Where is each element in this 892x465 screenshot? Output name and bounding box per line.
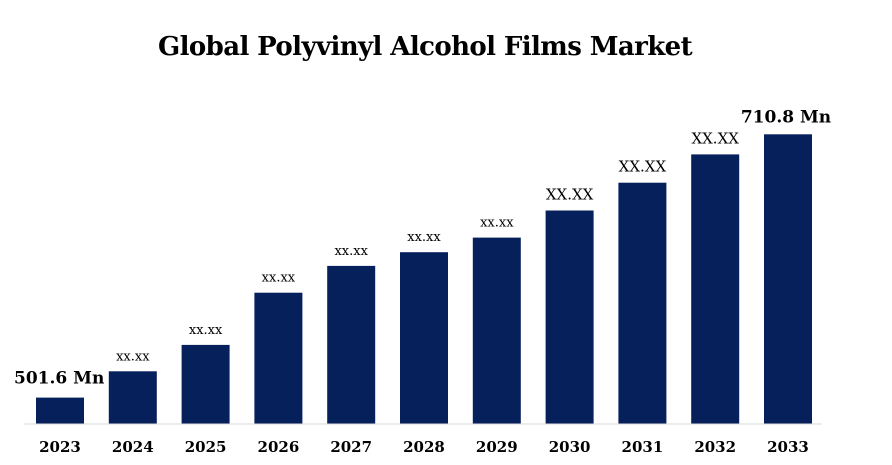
data-label: 501.6 Mn: [14, 369, 104, 389]
x-tick-label: 2024: [112, 438, 154, 456]
data-labels-layer: 501.6 Mn xx.xx xx.xx xx.xx xx.xx xx.xx xx.xx XX…: [14, 107, 831, 388]
x-tick-labels-layer: 2023 2024 2025 2026 2027 2028 2029 2030 2031 2032…: [39, 438, 809, 456]
data-label: XX.XX: [619, 158, 667, 176]
data-label: xx.xx: [189, 323, 223, 338]
bar-2028: [400, 252, 448, 424]
data-label: XX.XX: [546, 186, 594, 204]
x-tick-label: 2023: [39, 438, 81, 456]
bar-2029: [472, 237, 521, 424]
bar-2027: [327, 265, 376, 424]
x-tick-label: 2032: [694, 438, 736, 456]
data-label: xx.xx: [334, 244, 368, 259]
data-label: 710.8 Mn: [741, 107, 831, 127]
bar-2023: [36, 397, 84, 424]
x-tick-label: 2030: [549, 438, 591, 456]
data-label: xx.xx: [116, 349, 150, 364]
x-tick-label: 2025: [185, 438, 227, 456]
bar-2033: [764, 134, 812, 425]
bars-layer: [36, 134, 812, 425]
x-tick-label: 2031: [622, 438, 664, 456]
data-label: xx.xx: [407, 230, 441, 245]
bar-2032: [691, 154, 740, 424]
bar-2025: [181, 344, 230, 424]
x-tick-label: 2028: [403, 438, 445, 456]
data-label: xx.xx: [262, 271, 296, 286]
chart-title: Global Polyvinyl Alcohol Films Market: [158, 32, 693, 62]
bar-2026: [254, 292, 303, 424]
data-label: XX.XX: [691, 129, 739, 147]
bar-2024: [108, 371, 157, 424]
x-tick-label: 2029: [476, 438, 518, 456]
bar-2031: [618, 182, 667, 424]
x-tick-label: 2027: [330, 438, 372, 456]
data-label: xx.xx: [480, 216, 514, 231]
x-tick-label: 2033: [767, 438, 809, 456]
bar-2030: [545, 210, 594, 424]
x-tick-label: 2026: [258, 438, 300, 456]
